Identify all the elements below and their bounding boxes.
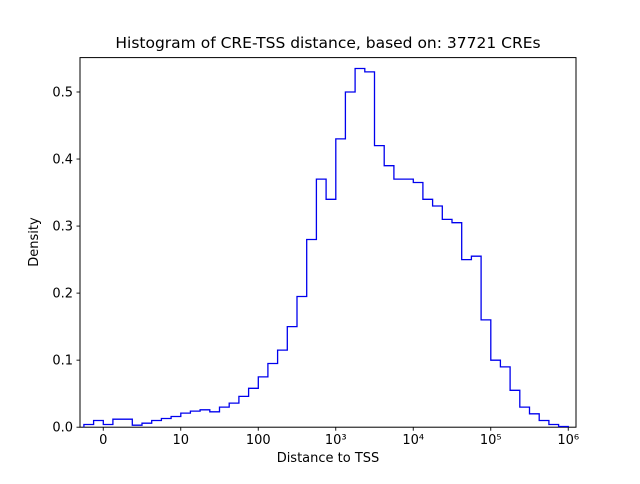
x-tick-label: 100 [246,433,271,448]
x-tick-label: 10⁶ [557,433,579,448]
x-tick-label: 0 [99,433,107,448]
x-tick-label: 10⁴ [402,433,424,448]
y-tick-label: 0.2 [52,287,73,302]
x-tick-label: 10⁵ [480,433,502,448]
x-tick-label: 10³ [325,433,347,448]
x-tick-label: 10 [172,433,189,448]
y-tick-label: 0.4 [52,153,73,168]
y-axis-ticks: 0.0 0.1 0.2 0.3 0.4 0.5 [52,85,80,436]
y-axis-label: Density [27,217,42,267]
chart-title: Histogram of CRE-TSS distance, based on:… [115,34,540,52]
histogram-step-line [83,67,569,428]
y-tick-label: 0.1 [52,354,73,369]
axes-box [79,57,577,428]
y-tick-label: 0.3 [52,220,73,235]
x-axis-label: Distance to TSS [277,451,380,466]
y-tick-label: 0.0 [52,421,73,436]
y-tick-label: 0.5 [52,85,73,100]
x-axis-ticks: 0 10 100 10³ 10⁴ 10⁵ 10⁶ [99,427,579,448]
